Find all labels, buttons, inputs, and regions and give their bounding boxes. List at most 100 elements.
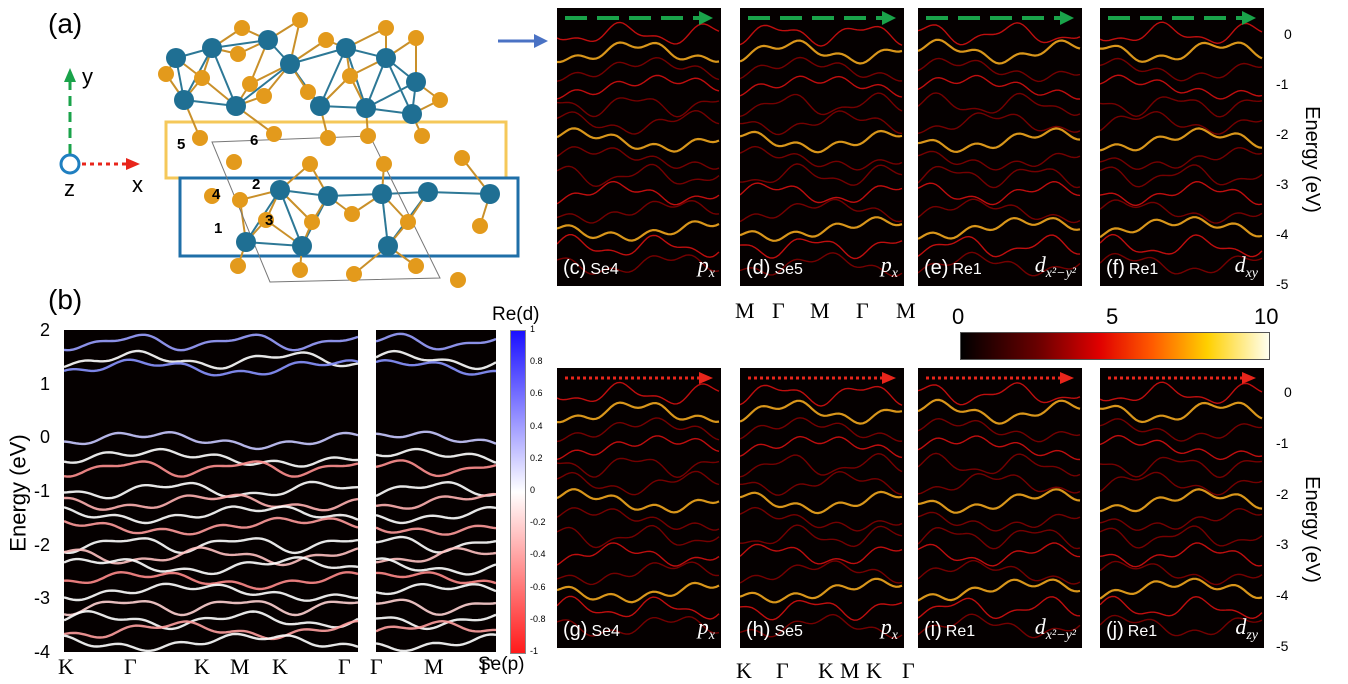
pointer-arrow	[498, 34, 548, 48]
orbital-letter: d	[1235, 614, 1247, 639]
b-xtick-left: K	[194, 654, 210, 679]
spectral-ytick: -2	[1276, 126, 1289, 142]
b-xtick-right: Γ	[370, 654, 383, 679]
spectral-ytick: 0	[1284, 384, 1292, 400]
orbital-subscript: xy	[1245, 266, 1258, 281]
panel-atom: Se4	[591, 623, 620, 640]
panel-tag: (d)	[746, 257, 771, 279]
spectral-xtick-top: M	[735, 298, 755, 323]
spectral-panel-label: (d) Se5	[746, 257, 803, 280]
colorbar-b-tick: 1	[530, 324, 536, 334]
spectral-xtick-bottom: M	[840, 658, 860, 683]
b-ytick: -1	[34, 481, 51, 501]
coordinate-axes	[59, 68, 140, 175]
panel-b-ylabel: Energy (eV)	[5, 434, 31, 552]
spectral-ytick: -3	[1276, 176, 1289, 192]
colorbar-intensity	[960, 332, 1270, 360]
colorbar-tick-0: 0	[952, 304, 965, 329]
b-xtick-left: Γ	[338, 654, 351, 679]
colorbar-tick-10: 10	[1254, 304, 1279, 329]
spectral-ytick: 0	[1284, 26, 1292, 42]
panel-a-label: (a)	[48, 8, 83, 39]
spectral-ytick: -5	[1276, 638, 1289, 654]
panel-atom: Re1	[1128, 261, 1159, 278]
spectral-ytick: -1	[1276, 76, 1289, 92]
spectral-panel-label: (i) Re1	[924, 619, 975, 642]
colorbar-b-tick: -0.8	[530, 613, 546, 624]
atom-label-4: 4	[212, 186, 221, 203]
b-xtick-right: M	[424, 654, 444, 679]
axis-y-label: y	[82, 64, 93, 89]
orbital-subscript: x	[708, 266, 715, 281]
spectral-xtick-bottom: Γ	[776, 658, 789, 683]
panel-orbital: px	[698, 252, 715, 282]
spectral-ylabel: Energy (eV)	[1300, 106, 1323, 213]
panel-orbital: dx²−y²	[1035, 614, 1076, 644]
colorbar-b-bottom: Se(p)	[478, 654, 525, 675]
orbital-letter: p	[880, 614, 892, 639]
panel-tag: (e)	[924, 257, 949, 279]
colorbar-b-tick: 0.4	[530, 420, 543, 431]
spectral-xtick-top: Γ	[856, 298, 869, 323]
orbital-letter: p	[697, 252, 709, 277]
panel-atom: Re1	[952, 261, 982, 278]
b-ytick: -4	[34, 642, 51, 662]
colorbar-b-tick: -0.4	[530, 549, 546, 560]
spectral-xtick-bottom: K	[736, 658, 752, 683]
spectral-panel: (c) Se4 px	[557, 8, 721, 286]
spectral-panel-label: (j) Re1	[1106, 619, 1157, 642]
panel-tag: (h)	[746, 619, 771, 641]
spectral-ytick: -5	[1276, 276, 1289, 292]
spectral-xtick-top: M	[810, 298, 830, 323]
b-ytick: -3	[34, 588, 51, 609]
orbital-subscript: x	[708, 628, 715, 643]
colorbar-b-tick: 0.8	[530, 356, 543, 367]
orbital-subscript: zy	[1246, 628, 1258, 643]
spectral-panel: (h) Se5 px	[740, 368, 904, 648]
colorbar-b-tick: 0.2	[530, 452, 543, 463]
panel-tag: (i)	[924, 619, 942, 641]
orbital-subscript: x²−y²	[1045, 628, 1076, 643]
spectral-panel: (e) Re1 dx²−y²	[918, 8, 1082, 286]
panel-b-label: (b)	[48, 284, 83, 315]
orbital-subscript: x	[891, 628, 898, 643]
spectral-panel-label: (h) Se5	[746, 619, 803, 642]
spectral-xtick-bottom: Γ	[902, 658, 915, 683]
orbital-letter: d	[1234, 252, 1246, 277]
colorbar-b-tick: -0.2	[530, 517, 546, 528]
panel-atom: Se5	[774, 261, 803, 278]
spectral-panel-label: (g) Se4	[563, 619, 620, 642]
orbital-letter: d	[1034, 252, 1046, 277]
spectral-ytick: -2	[1276, 485, 1289, 502]
spectral-ytick: -4	[1276, 226, 1289, 242]
spectral-panel-label: (f) Re1	[1106, 257, 1158, 280]
spectral-panel: (i) Re1 dx²−y²	[918, 368, 1082, 648]
panel-orbital: dx²−y²	[1035, 252, 1076, 282]
colorbar-re-se	[510, 330, 526, 654]
panel-tag: (j)	[1106, 619, 1124, 641]
panel-orbital: px	[881, 614, 898, 644]
b-xtick-left: Γ	[124, 654, 137, 679]
spectral-panel: (g) Se4 px	[557, 368, 721, 648]
atom-label-1: 1	[214, 220, 223, 237]
panel-atom: Re1	[1127, 623, 1158, 640]
orbital-letter: d	[1034, 614, 1046, 639]
spectral-panel: (j) Re1 dzy	[1100, 368, 1264, 648]
orbital-subscript: x	[891, 266, 898, 281]
spectral-xtick-top: Γ	[772, 298, 785, 323]
panel-tag: (c)	[563, 257, 587, 279]
b-xtick-left: K	[272, 654, 288, 679]
orbital-letter: p	[697, 614, 709, 639]
colorbar-b-title: Re(d)	[492, 304, 540, 325]
panel-atom: Re1	[945, 623, 976, 640]
spectral-ytick: -4	[1276, 587, 1289, 604]
atom-label-2: 2	[252, 176, 261, 193]
panel-orbital: dzy	[1235, 614, 1258, 644]
colorbar-b-tick: -0.6	[530, 581, 546, 592]
b-ytick: 1	[40, 373, 51, 394]
colorbar-b-tick: -1	[530, 646, 539, 656]
spectral-ylabel: Energy (eV)	[1300, 476, 1323, 583]
atom-label-3: 3	[265, 212, 274, 229]
panel-atom: Se5	[774, 623, 803, 640]
spectral-panel: (d) Se5 px	[740, 8, 904, 286]
